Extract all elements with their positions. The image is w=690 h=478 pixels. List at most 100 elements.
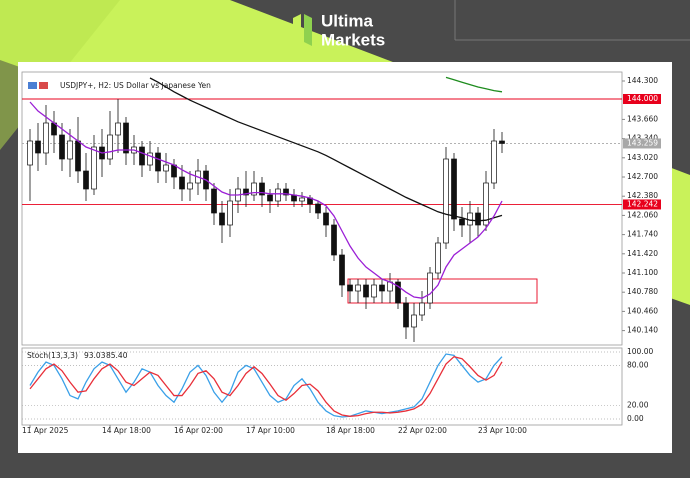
candle-body xyxy=(499,140,505,144)
indicator-label: Stoch(13,3,3) xyxy=(27,351,78,360)
logo-icon xyxy=(304,14,312,46)
candle-body xyxy=(83,170,89,190)
y-tick-label: 140.780 xyxy=(627,287,658,296)
candle-body xyxy=(187,182,193,190)
stoch-frame xyxy=(21,347,623,426)
candle-body xyxy=(339,254,345,286)
indicator-value: 93.03 xyxy=(84,351,106,360)
chart-panel xyxy=(18,62,672,453)
indicator-value: 85.40 xyxy=(106,351,128,360)
line xyxy=(29,101,503,299)
candle-body xyxy=(475,212,481,226)
y-tick-label: 0.00 xyxy=(627,414,644,423)
candle-body xyxy=(443,158,449,244)
level-tag xyxy=(623,199,661,210)
level-tag xyxy=(623,138,661,149)
candle-body xyxy=(331,224,337,256)
chart-title: USDJPY+, H2: US Dollar vs Japanese Yen xyxy=(60,81,211,90)
candle-body xyxy=(395,281,401,304)
y-tick-label: 142.380 xyxy=(627,191,658,200)
level-label: 142.242 xyxy=(627,199,658,208)
brand-name: Markets xyxy=(321,30,385,49)
candle-body xyxy=(483,182,489,226)
y-tick-label: 80.00 xyxy=(627,360,649,369)
candle-body xyxy=(123,122,129,154)
candle-body xyxy=(27,140,33,166)
candle-body xyxy=(179,176,185,190)
candle-body xyxy=(275,188,281,202)
candle-body xyxy=(355,284,361,292)
y-tick-label: 144.300 xyxy=(627,76,658,85)
symbol-icon xyxy=(39,82,48,89)
candle-body xyxy=(267,194,273,202)
axes: 144.300 143.660 143.340 143.020 142.700 142.3… xyxy=(22,76,661,435)
candle-body xyxy=(411,314,417,328)
candle-body xyxy=(371,284,377,298)
y-tick-label: 141.100 xyxy=(627,268,658,277)
candle-body xyxy=(43,122,49,154)
candle-body xyxy=(227,200,233,226)
x-tick-label: 11 Apr 2025 xyxy=(22,426,69,435)
y-tick-label: 143.660 xyxy=(627,114,658,123)
y-tick-label: 143.020 xyxy=(627,153,658,162)
x-tick-label: 22 Apr 02:00 xyxy=(398,426,447,435)
x-tick-label: 16 Apr 02:00 xyxy=(174,426,223,435)
y-tick-label: 140.460 xyxy=(627,306,658,315)
candle-body xyxy=(155,152,161,172)
stoch-plot xyxy=(22,351,622,420)
x-tick-label: 23 Apr 10:00 xyxy=(478,426,527,435)
candle-body xyxy=(299,197,305,202)
candle-body xyxy=(139,146,145,166)
candle-body xyxy=(115,122,121,136)
candle-body xyxy=(243,188,249,196)
candle-body xyxy=(347,284,353,292)
y-tick-label: 141.740 xyxy=(627,230,658,239)
candle-body xyxy=(323,212,329,226)
candle-body xyxy=(491,140,497,184)
candle-body xyxy=(75,140,81,172)
candle-body xyxy=(147,152,153,166)
y-tick-label: 140.140 xyxy=(627,326,658,335)
candle-body xyxy=(59,134,65,160)
candle-body xyxy=(379,284,385,292)
candle-body xyxy=(283,188,289,196)
x-tick-label: 18 Apr 18:00 xyxy=(326,426,375,435)
candle-body xyxy=(363,284,369,298)
symbol-icon xyxy=(28,82,37,89)
candle-body xyxy=(427,272,433,304)
candle-body xyxy=(451,158,457,220)
candle-body xyxy=(219,212,225,226)
candle-body xyxy=(67,140,73,160)
candle-body xyxy=(259,182,265,196)
level-tag xyxy=(623,94,661,104)
y-tick-label: 143.340 xyxy=(627,134,658,143)
candle-body xyxy=(251,182,257,196)
y-tick-label: 142.700 xyxy=(627,172,658,181)
candle-body xyxy=(35,140,41,154)
level-label: 144.000 xyxy=(627,94,658,103)
candle-body xyxy=(91,146,97,190)
y-tick-label: 142.060 xyxy=(627,210,658,219)
price-frame xyxy=(21,71,623,346)
price-plot xyxy=(22,76,622,342)
candle-body xyxy=(211,188,217,214)
level-label: 143.259 xyxy=(627,138,658,147)
candle-body xyxy=(403,302,409,328)
candle-body xyxy=(459,218,465,226)
line xyxy=(149,77,503,222)
line xyxy=(445,76,503,93)
candle-body xyxy=(315,203,321,214)
logo: Ultima Markets xyxy=(293,11,385,49)
x-tick-label: 14 Apr 18:00 xyxy=(102,426,151,435)
y-tick-label: 141.420 xyxy=(627,249,658,258)
candle-body xyxy=(107,134,113,160)
line xyxy=(29,355,503,417)
candle-body xyxy=(419,302,425,316)
logo-icon xyxy=(293,14,301,46)
y-tick-label: 20.00 xyxy=(627,401,649,410)
candle-body xyxy=(435,242,441,274)
x-tick-label: 17 Apr 10:00 xyxy=(246,426,295,435)
y-tick-label: 100.00 xyxy=(627,347,653,356)
candle-body xyxy=(163,164,169,172)
